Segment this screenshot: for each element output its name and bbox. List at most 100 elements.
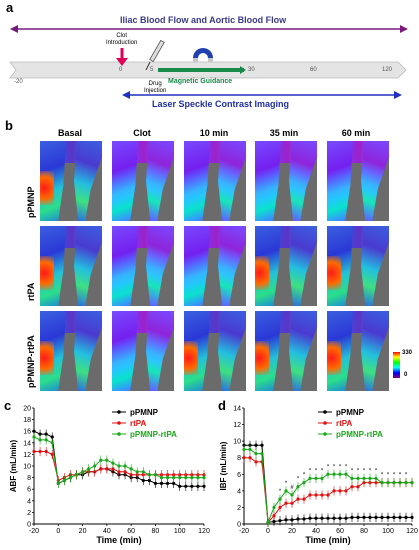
data-point: [32, 449, 36, 454]
data-point: [153, 481, 158, 485]
legend-label: pPMNP-rtPA: [130, 430, 177, 439]
data-point: [404, 515, 408, 519]
lsci-image: [40, 141, 102, 221]
color-scale-min: 0: [404, 372, 408, 378]
data-point: [147, 473, 151, 477]
x-tick-label: 40: [103, 528, 111, 535]
data-point: [278, 505, 282, 510]
data-point: [242, 447, 246, 452]
data-point: [302, 480, 306, 485]
data-point: [172, 476, 176, 480]
data-point: [392, 480, 396, 485]
x-tick-label: -20: [29, 528, 39, 535]
timeline-tick: 120: [382, 67, 393, 73]
panel-label-a: a: [6, 0, 14, 15]
y-tick-label: 14: [233, 406, 241, 413]
data-point: [260, 451, 264, 456]
data-point: [302, 517, 306, 521]
data-point: [314, 493, 318, 497]
data-point: [296, 517, 300, 521]
drug-label-line2: Injection: [144, 88, 167, 94]
data-point: [386, 480, 390, 485]
data-point: [278, 497, 282, 501]
y-tick-label: 10: [23, 464, 31, 471]
timeline-tick: 30: [248, 67, 255, 73]
row-header-ppmnp: pPMNP: [26, 186, 36, 219]
lsci-image: [184, 226, 246, 306]
data-point: [272, 505, 276, 510]
data-point: [290, 493, 294, 497]
data-point: [117, 464, 121, 468]
data-point: [50, 435, 54, 439]
data-point: [50, 441, 54, 445]
data-point: [135, 470, 139, 474]
lsci-image: [255, 311, 317, 391]
data-point: [374, 515, 378, 519]
legend-marker: [323, 410, 327, 414]
y-tick-label: 4: [237, 488, 241, 495]
data-point: [308, 493, 312, 497]
data-point: [278, 519, 282, 523]
data-point: [320, 516, 324, 520]
lsci-image: [327, 311, 389, 391]
data-point: [93, 464, 97, 468]
significance-mark: *: [387, 473, 390, 479]
data-point: [87, 467, 91, 471]
data-point: [308, 476, 312, 481]
magnetic-guidance-bar: [158, 68, 244, 72]
significance-mark: *: [309, 468, 312, 474]
legend-marker: [323, 432, 327, 436]
data-point: [165, 481, 170, 485]
lsci-image: [327, 226, 389, 306]
significance-mark: *: [303, 473, 306, 479]
data-point: [284, 518, 288, 522]
data-point: [272, 514, 276, 518]
data-point: [184, 484, 188, 488]
data-point: [32, 429, 36, 433]
column-header-basal: Basal: [57, 128, 83, 138]
lsci-image: [255, 226, 317, 306]
column-header-60min: 60 min: [341, 128, 371, 138]
significance-mark: *: [333, 464, 336, 470]
data-point: [32, 435, 36, 439]
data-point: [254, 443, 258, 447]
top-span-label: Iliac Blood Flow and Aortic Blood Flow: [120, 15, 287, 25]
data-point: [344, 516, 348, 520]
y-tick-label: 0: [237, 522, 241, 529]
legend-marker: [117, 432, 121, 436]
data-point: [99, 458, 103, 462]
data-point: [184, 476, 188, 480]
lsci-image: [184, 141, 246, 221]
data-point: [105, 467, 109, 471]
lsci-image: [112, 141, 174, 221]
data-point: [99, 467, 103, 471]
data-point: [398, 480, 402, 485]
data-point: [326, 493, 330, 497]
lsci-image: [112, 226, 174, 306]
data-point: [123, 464, 127, 468]
significance-mark: *: [375, 468, 378, 474]
data-point: [398, 515, 402, 519]
data-point: [326, 516, 330, 520]
significance-mark: *: [351, 468, 354, 474]
timeline-tick: -20: [14, 79, 23, 85]
data-point: [248, 447, 252, 452]
data-point: [350, 476, 354, 481]
data-point: [93, 470, 97, 474]
drug-label: Drug Injection: [144, 81, 166, 95]
x-tick-label: 0: [266, 528, 270, 535]
column-header-10min: 10 min: [199, 128, 229, 138]
significance-mark: *: [279, 489, 282, 495]
x-tick-label: 80: [152, 528, 160, 535]
data-point: [68, 476, 73, 480]
data-point: [350, 485, 354, 489]
clot-label: Clot Introduction: [106, 33, 137, 47]
data-point: [254, 460, 258, 464]
x-axis-title: Time (min): [96, 535, 141, 545]
clot-label-line1: Clot: [116, 33, 128, 39]
column-header-clot: Clot: [133, 128, 151, 138]
panel-label-c: c: [4, 398, 12, 413]
drug-label-line1: Drug: [148, 81, 162, 87]
significance-mark: *: [339, 464, 342, 470]
